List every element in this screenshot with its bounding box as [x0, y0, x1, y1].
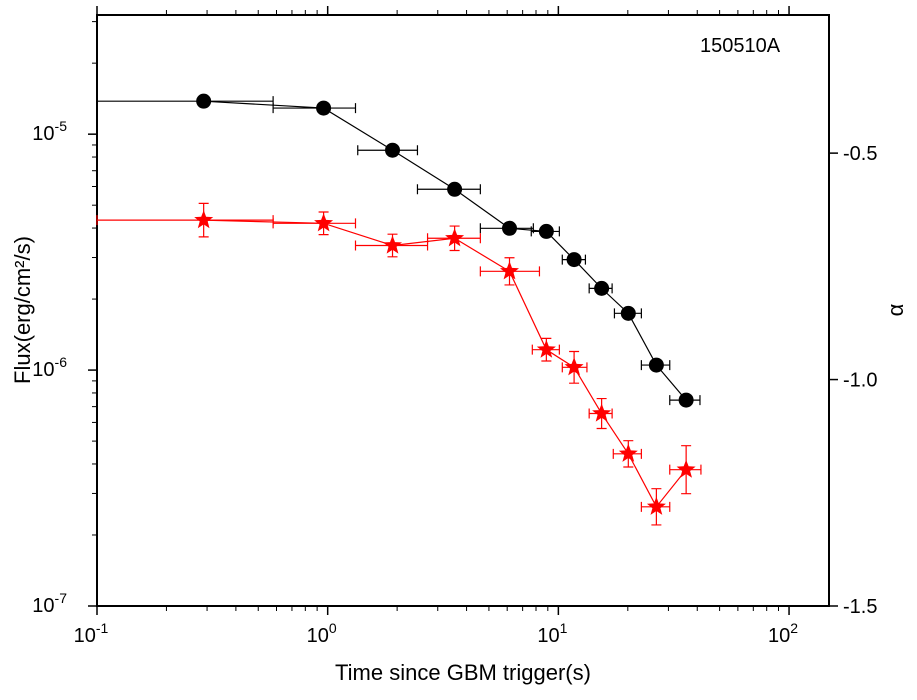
circle-marker	[620, 305, 636, 321]
x-tick-power: 2	[790, 620, 798, 636]
x-error-bar	[272, 103, 357, 114]
y-tick-power: -7	[55, 590, 68, 606]
y2-tick-label: -1.0	[843, 370, 877, 392]
y2-tick-label: -1.5	[843, 596, 877, 618]
circle-marker	[447, 181, 463, 197]
star-marker	[646, 496, 666, 515]
star-marker	[618, 443, 638, 462]
star-marker	[383, 235, 402, 254]
star-marker	[564, 357, 584, 376]
circle-marker	[566, 252, 582, 268]
x-tick-power: 0	[329, 620, 337, 636]
star-marker	[500, 261, 519, 280]
annotation: 150510A	[700, 35, 781, 57]
circle-marker	[678, 392, 694, 408]
series-line	[203, 100, 687, 401]
x-tick-label: 100	[307, 620, 337, 647]
x-error-bar	[272, 218, 357, 229]
y-tick-base: 10	[32, 123, 54, 145]
x-tick-base: 10	[307, 625, 329, 647]
y-tick-base: 10	[32, 359, 54, 381]
x-tick-base: 10	[537, 625, 559, 647]
y-tick-label: 10-7	[32, 590, 67, 617]
y-tick-label: 10-6	[32, 354, 67, 381]
x-tick-base: 10	[768, 625, 790, 647]
y-tick-label: 10-5	[32, 118, 67, 145]
x-tick-base: 10	[74, 625, 96, 647]
series-line	[203, 219, 687, 508]
circle-marker	[538, 223, 554, 239]
y-tick-power: -6	[55, 354, 68, 370]
y-tick-power: -5	[55, 118, 68, 134]
circle-marker	[648, 357, 664, 373]
x-tick-label: 102	[768, 620, 798, 647]
y2-tick-label: -0.5	[843, 143, 877, 165]
y-tick-base: 10	[32, 595, 54, 617]
x-tick-label: 101	[537, 620, 567, 647]
plot-frame	[96, 14, 830, 607]
circle-marker	[196, 93, 212, 109]
y2-axis-label: α	[883, 303, 908, 316]
circle-marker	[316, 100, 332, 116]
circle-marker	[385, 142, 401, 158]
x-error-bar	[96, 96, 274, 107]
x-tick-power: -1	[96, 620, 109, 636]
star-marker	[536, 339, 556, 358]
x-error-bar	[96, 215, 274, 226]
x-tick-power: 1	[560, 620, 568, 636]
x-tick-label: 10-1	[74, 620, 109, 647]
star-marker	[314, 213, 334, 232]
circle-marker	[501, 220, 517, 236]
circle-marker	[594, 280, 610, 296]
star-marker	[194, 210, 214, 229]
x-axis-label: Time since GBM trigger(s)	[335, 660, 591, 685]
star-marker	[445, 228, 465, 247]
y-axis-label: Flux(erg/cm²/s)	[10, 236, 35, 384]
star-marker	[592, 403, 612, 422]
star-marker	[676, 459, 696, 478]
